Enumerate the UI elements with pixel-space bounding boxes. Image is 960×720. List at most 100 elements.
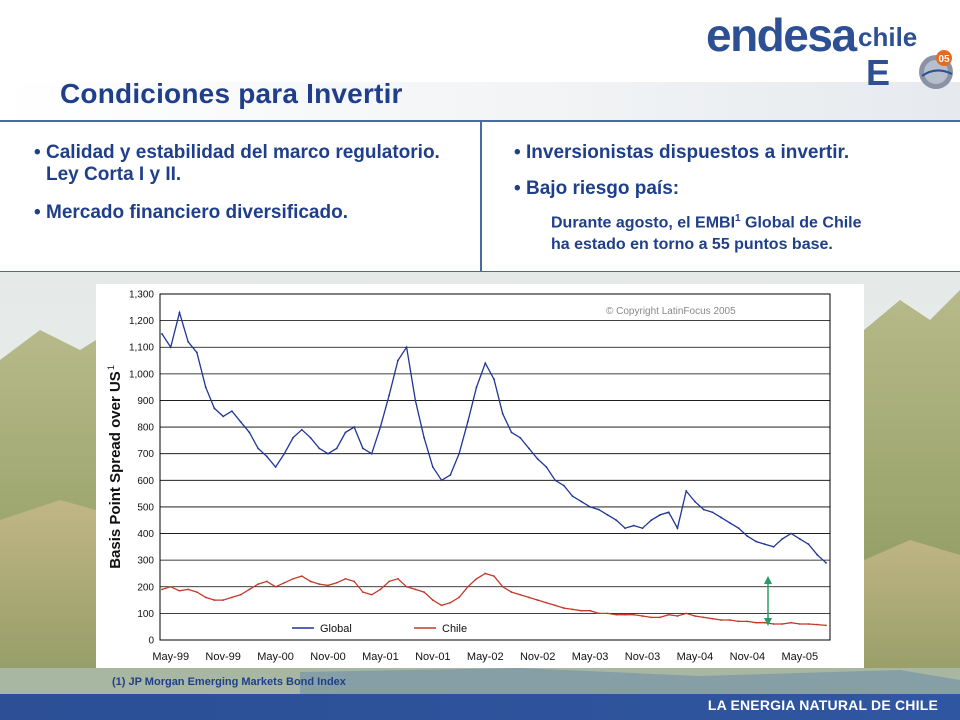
chile-data-point	[493, 575, 495, 578]
y-tick-label: 700	[137, 449, 154, 460]
right-bullet-2: • Bajo riesgo país:	[514, 178, 680, 199]
global-data-point	[624, 527, 626, 530]
x-tick-label: Nov-02	[520, 651, 555, 663]
global-data-point	[519, 436, 522, 439]
chile-data-point	[798, 623, 801, 625]
spread-arrow-icon	[764, 576, 772, 626]
chile-data-point	[292, 577, 294, 580]
chile-data-point	[676, 615, 679, 617]
chile-data-point	[318, 583, 321, 586]
chile-data-point	[265, 580, 268, 583]
chile-data-point	[554, 604, 557, 607]
global-data-point	[344, 431, 347, 434]
global-data-point	[248, 431, 251, 434]
global-data-point	[423, 436, 426, 439]
x-tick-label: Nov-01	[415, 651, 450, 663]
x-tick-label: May-03	[572, 651, 609, 663]
global-data-point	[676, 527, 679, 530]
global-data-point	[196, 351, 198, 354]
global-data-point	[650, 519, 653, 522]
footnote: (1) JP Morgan Emerging Markets Bond Inde…	[112, 676, 346, 688]
series-points	[161, 311, 827, 627]
y-tick-label: 800	[137, 423, 154, 434]
global-data-point	[169, 346, 172, 349]
global-data-point	[589, 506, 592, 508]
panel-divider	[480, 122, 482, 272]
chile-data-point	[362, 591, 364, 593]
chile-data-point	[257, 583, 260, 586]
chile-data-point	[222, 599, 225, 601]
chile-data-point	[344, 577, 347, 580]
x-tick-label: May-02	[467, 651, 504, 663]
chile-data-point	[728, 619, 731, 621]
global-data-point	[702, 508, 705, 511]
left-bullet-2: • Mercado financiero diversificado.	[34, 202, 348, 223]
global-data-point	[274, 466, 277, 468]
global-data-point	[545, 466, 548, 468]
chart-svg: 0 100 200 300 400 500 600 700 800 900 1,000 1,100 1,…	[96, 284, 864, 668]
grid-lines	[160, 293, 830, 641]
chile-data-point	[431, 599, 434, 601]
embi-detail-line2: ha estado en torno a 55 puntos base.	[551, 236, 833, 254]
chile-data-point	[379, 588, 382, 591]
global-data-point	[772, 545, 775, 548]
global-data-point	[458, 452, 460, 455]
chile-data-point	[825, 624, 827, 627]
chile-data-point	[370, 593, 373, 596]
x-tick-label: Nov-04	[730, 651, 765, 663]
global-data-point	[807, 543, 810, 546]
global-data-point	[187, 341, 190, 343]
global-data-point	[318, 447, 321, 450]
chile-data-point	[396, 577, 399, 580]
global-data-point	[528, 447, 530, 450]
global-data-point	[632, 524, 635, 527]
chile-data-point	[737, 620, 740, 623]
x-tick-label: May-01	[362, 651, 399, 663]
chile-data-point	[685, 612, 688, 615]
chile-data-point	[414, 588, 417, 591]
page-title: Condiciones para Invertir	[60, 78, 403, 109]
plot-area	[159, 293, 831, 641]
global-data-point	[746, 535, 749, 538]
global-data-point	[466, 420, 469, 423]
y-axis-label: Basis Point Spread over US	[107, 371, 124, 569]
chile-data-point	[615, 613, 618, 616]
chile-data-point	[300, 575, 303, 578]
chile-data-point	[641, 615, 644, 617]
global-data-point	[501, 412, 504, 415]
chile-data-point	[597, 612, 600, 615]
chile-data-point	[335, 581, 338, 584]
logo-wordmark: endesa	[706, 9, 857, 61]
chile-data-point	[536, 599, 539, 601]
chile-data-point	[632, 613, 635, 616]
chile-data-point	[309, 580, 312, 583]
chile-data-point	[790, 621, 792, 624]
chile-data-point	[466, 585, 469, 588]
x-tick-label: Nov-99	[205, 651, 240, 663]
chile-data-point	[405, 585, 408, 588]
global-data-point	[659, 514, 661, 516]
chile-data-point	[580, 609, 583, 612]
global-data-point	[440, 479, 443, 482]
logo-badge-icon: 05	[919, 50, 953, 89]
global-data-point	[781, 537, 784, 540]
x-tick-label: May-04	[677, 651, 714, 663]
global-data-point	[755, 540, 758, 543]
right-bullet-1: • Inversionistas dispuestos a invertir.	[514, 142, 850, 163]
footer-bar	[0, 694, 960, 720]
chile-data-point	[694, 615, 696, 617]
legend: Global Chile	[292, 623, 467, 635]
global-data-point	[562, 484, 565, 487]
chile-data-point	[196, 591, 198, 593]
chile-data-point	[720, 619, 723, 621]
x-tick-labels: May-99 Nov-99 May-00 Nov-00 May-01 Nov-01 May-…	[152, 651, 818, 663]
chile-data-point	[763, 621, 766, 624]
endesa-chile-logo: endesa chile E 05	[700, 8, 960, 94]
global-data-point	[204, 386, 207, 389]
chile-data-point	[545, 601, 548, 604]
chile-data-point	[274, 585, 277, 588]
global-data-point	[178, 311, 181, 314]
chile-data-point	[589, 609, 592, 612]
x-tick-label: May-05	[781, 651, 818, 663]
chile-data-point	[528, 596, 530, 599]
